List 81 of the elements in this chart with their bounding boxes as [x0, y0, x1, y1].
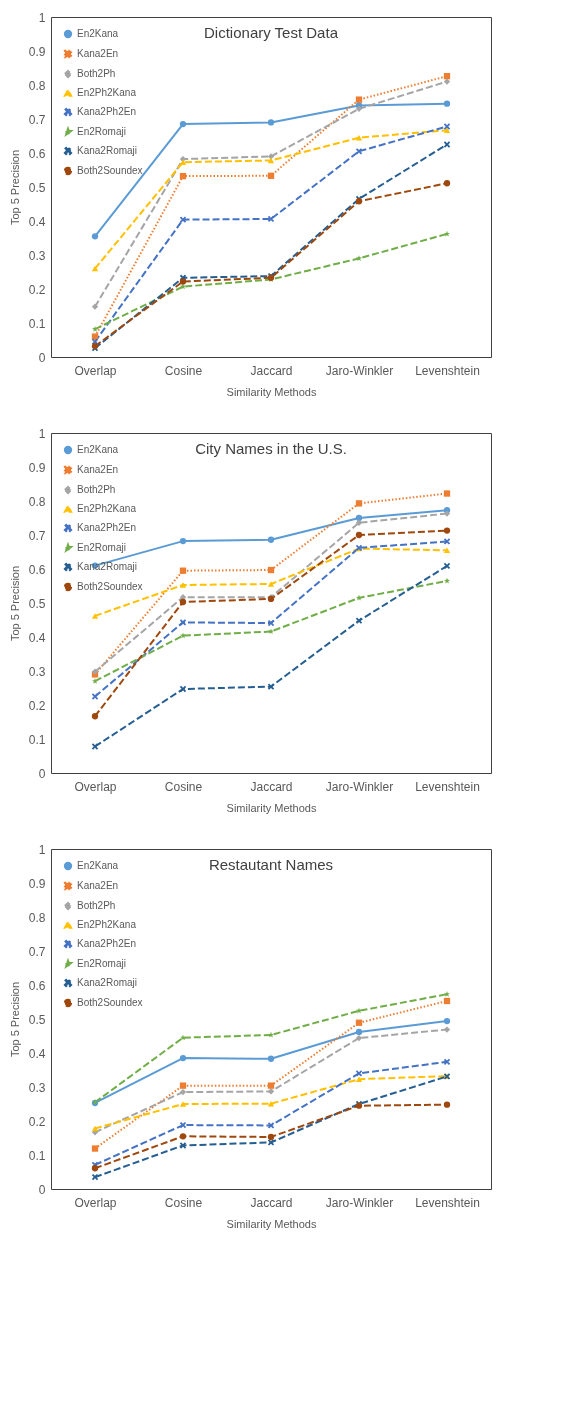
y-tick-label: 0: [38, 350, 46, 365]
legend-label: Kana2Romaji: [77, 145, 138, 156]
y-axis-title: Top 5 Precision: [8, 565, 21, 642]
legend-label: En2Kana: [77, 444, 119, 455]
y-tick-label: 0: [38, 1182, 46, 1197]
x-tick-label: Levenshtein: [415, 1195, 480, 1210]
y-tick-label: 0.3: [28, 248, 46, 263]
legend-label: Both2Soundex: [77, 997, 143, 1008]
y-tick-label: 0.3: [28, 664, 46, 679]
legend-label: En2Ph2Kana: [77, 919, 137, 930]
y-tick-label: 0: [38, 766, 46, 781]
x-tick-label: Jaro-Winkler: [325, 1195, 394, 1210]
y-tick-label: 0.4: [28, 1046, 46, 1061]
legend-label: Kana2Ph2En: [77, 106, 136, 117]
legend-label: En2Romaji: [77, 542, 126, 553]
y-tick-label: 0.2: [28, 282, 46, 297]
chart-title: City Names in the U.S.: [195, 440, 347, 457]
legend-label: Kana2Romaji: [77, 561, 138, 572]
y-tick-label: 0.6: [28, 978, 46, 993]
y-tick-label: 0.6: [28, 562, 46, 577]
legend-label: En2Kana: [77, 28, 119, 39]
legend-label: En2Romaji: [77, 958, 126, 969]
y-axis-title: Top 5 Precision: [8, 149, 21, 226]
legend-label: Both2Soundex: [77, 165, 143, 176]
legend-label: Kana2En: [77, 464, 119, 475]
legend-label: Both2Ph: [77, 900, 116, 911]
x-tick-label: Jaro-Winkler: [325, 779, 394, 794]
y-tick-label: 0.9: [28, 876, 46, 891]
legend-label: Both2Ph: [77, 484, 116, 495]
y-tick-label: 0.2: [28, 1114, 46, 1129]
y-tick-label: 0.8: [28, 494, 46, 509]
y-tick-label: 0.9: [28, 44, 46, 59]
y-tick-label: 1: [38, 426, 46, 441]
y-tick-label: 0.5: [28, 596, 46, 611]
y-tick-label: 1: [38, 842, 46, 857]
chart-title: Dictionary Test Data: [204, 24, 339, 41]
legend-label: En2Kana: [77, 860, 119, 871]
x-tick-label: Cosine: [164, 779, 203, 794]
x-tick-label: Jaccard: [250, 363, 293, 378]
x-tick-label: Levenshtein: [415, 363, 480, 378]
y-tick-label: 0.4: [28, 214, 46, 229]
y-tick-label: 0.9: [28, 460, 46, 475]
x-tick-label: Levenshtein: [415, 779, 480, 794]
y-tick-label: 0.8: [28, 78, 46, 93]
legend-label: Both2Ph: [77, 68, 116, 79]
x-axis-title: Similarity Methods: [226, 801, 317, 814]
legend-label: Both2Soundex: [77, 581, 143, 592]
y-tick-label: 0.1: [28, 316, 46, 331]
chart-title: Restautant Names: [208, 856, 334, 873]
legend-label: Kana2Ph2En: [77, 522, 136, 533]
legend-label: Kana2En: [77, 48, 119, 59]
x-tick-label: Cosine: [164, 1195, 203, 1210]
legend-label: En2Ph2Kana: [77, 503, 137, 514]
y-tick-label: 0.2: [28, 698, 46, 713]
y-tick-label: 0.3: [28, 1080, 46, 1095]
y-tick-label: 0.7: [28, 944, 46, 959]
y-tick-label: 1: [38, 10, 46, 25]
legend-label: Kana2Ph2En: [77, 938, 136, 949]
x-tick-label: Cosine: [164, 363, 203, 378]
x-tick-label: Overlap: [74, 1195, 117, 1210]
legend-label: Kana2En: [77, 880, 119, 891]
x-tick-label: Jaccard: [250, 779, 293, 794]
y-tick-label: 0.1: [28, 1148, 46, 1163]
x-axis-title: Similarity Methods: [226, 385, 317, 398]
y-tick-label: 0.7: [28, 528, 46, 543]
y-tick-label: 0.6: [28, 146, 46, 161]
y-tick-label: 0.1: [28, 732, 46, 747]
y-tick-label: 0.5: [28, 180, 46, 195]
legend-label: En2Ph2Kana: [77, 87, 137, 98]
x-axis-title: Similarity Methods: [226, 1217, 317, 1230]
x-tick-label: Overlap: [74, 779, 117, 794]
legend-label: En2Romaji: [77, 126, 126, 137]
y-tick-label: 0.4: [28, 630, 46, 645]
x-tick-label: Jaro-Winkler: [325, 363, 394, 378]
x-tick-label: Jaccard: [250, 1195, 293, 1210]
y-tick-label: 0.8: [28, 910, 46, 925]
x-tick-label: Overlap: [74, 363, 117, 378]
y-tick-label: 0.7: [28, 112, 46, 127]
y-axis-title: Top 5 Precision: [8, 981, 21, 1058]
legend-label: Kana2Romaji: [77, 977, 138, 988]
y-tick-label: 0.5: [28, 1012, 46, 1027]
